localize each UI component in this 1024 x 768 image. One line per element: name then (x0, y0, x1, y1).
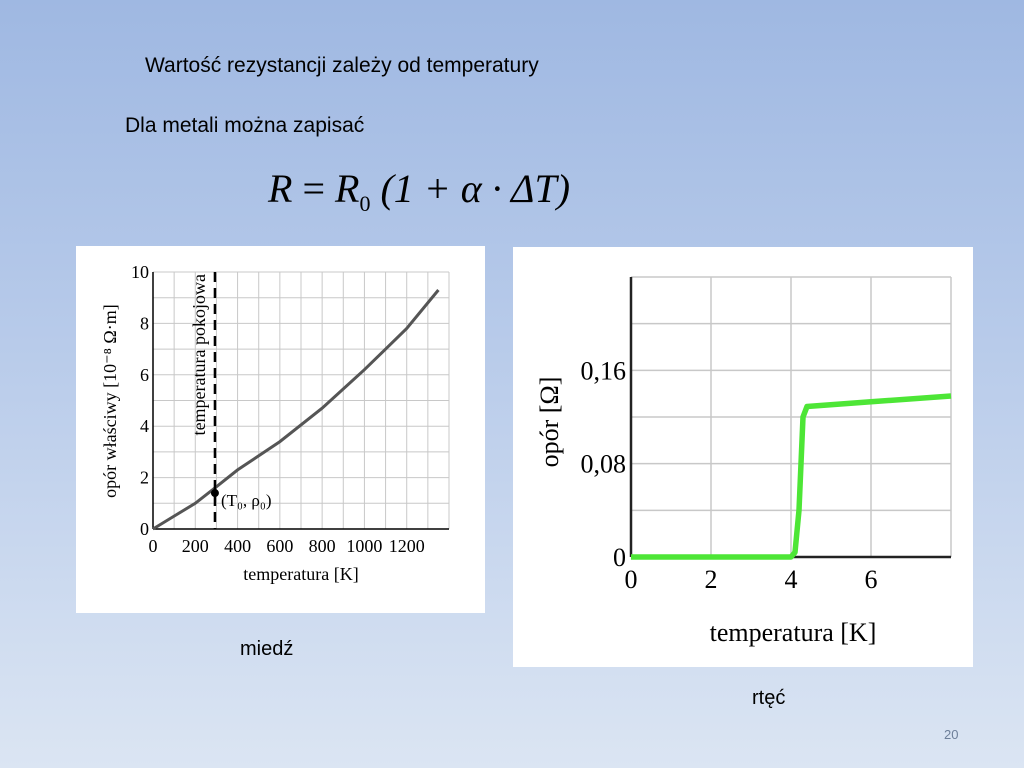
formula-subscript: 0 (359, 191, 371, 216)
slide-subheading: Dla metali można zapisać (125, 114, 365, 137)
hg-x-tick-label: 2 (705, 565, 718, 594)
formula-equals: = (292, 166, 335, 211)
mercury-caption: rtęć (752, 687, 786, 709)
copper-caption: miedź (240, 638, 294, 660)
cu-series-line (152, 289, 440, 531)
hg-y-tick-label: 0,08 (581, 450, 627, 479)
cu-y-axis-label: opór właściwy [10⁻⁸ Ω·m] (100, 304, 120, 498)
hg-x-tick-label: 4 (785, 565, 798, 594)
mercury-chart-panel: 0 2 4 6 0 0,08 0,16 temperatura [K] opór [Ω] (513, 247, 973, 667)
room-temperature-label: temperatura pokojowa (189, 274, 209, 435)
cu-x-tick-label: 400 (224, 536, 251, 556)
cu-x-tick-label: 1000 (346, 536, 382, 556)
hg-y-tick-label: 0 (613, 543, 626, 572)
cu-x-tick-label: 600 (266, 536, 293, 556)
copper-resistivity-chart: 0 200 400 600 800 1000 1200 0 2 4 6 8 10 (T₀, ρ₀) te… (100, 262, 450, 584)
hg-x-axis-label: temperatura [K] (710, 618, 877, 647)
slide-heading: Wartość rezystancji zależy od temperatur… (145, 54, 539, 77)
formula-r0: R (335, 166, 360, 211)
cu-y-tick-label: 2 (140, 468, 149, 488)
slide-number: 20 (944, 727, 959, 742)
resistance-formula: R = R0 (1 + α · ΔT) (268, 165, 570, 217)
hg-y-tick-label: 0,16 (581, 356, 627, 385)
cu-y-tick-label: 6 (140, 365, 149, 385)
hg-x-tick-label: 0 (625, 565, 638, 594)
cu-x-tick-label: 0 (149, 536, 158, 556)
reference-point-label: (T₀, ρ₀) (221, 491, 272, 510)
mercury-resistance-chart: 0 2 4 6 0 0,08 0,16 temperatura [K] opór [Ω] (535, 276, 952, 647)
hg-x-tick-label: 6 (865, 565, 878, 594)
formula-r: R (268, 166, 293, 211)
cu-x-tick-label: 1200 (389, 536, 425, 556)
cu-x-tick-label: 800 (309, 536, 336, 556)
cu-y-tick-label: 8 (140, 313, 149, 333)
copper-chart-panel: 0 200 400 600 800 1000 1200 0 2 4 6 8 10 (T₀, ρ₀) te… (76, 246, 485, 613)
hg-y-axis-label: opór [Ω] (535, 377, 564, 468)
hg-series-line (631, 393, 952, 560)
cu-y-tick-label: 10 (131, 262, 149, 282)
cu-x-axis-label: temperatura [K] (243, 564, 358, 584)
reference-point (210, 489, 219, 498)
formula-rest: (1 + α · ΔT) (370, 166, 571, 211)
cu-y-tick-label: 4 (140, 416, 149, 436)
cu-x-tick-label: 200 (182, 536, 209, 556)
cu-y-tick-label: 0 (140, 519, 149, 539)
